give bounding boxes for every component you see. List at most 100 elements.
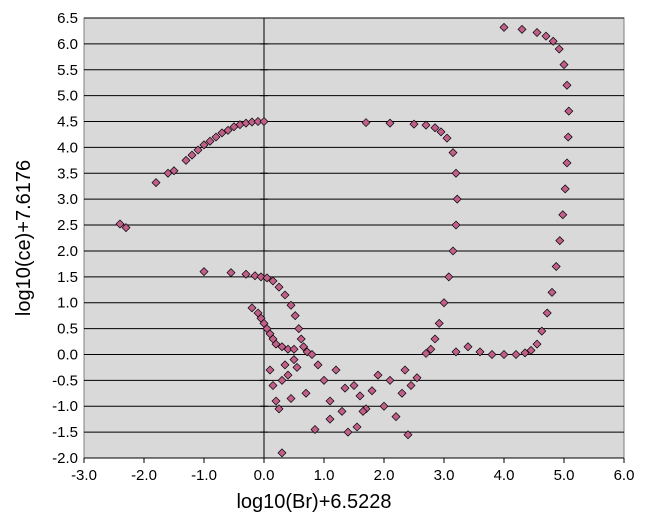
data-point (436, 127, 446, 137)
data-point (412, 373, 422, 383)
y-tick-label: 4.0 (57, 139, 78, 156)
data-point (262, 273, 272, 283)
data-point (205, 136, 215, 146)
y-tick-label: -1.0 (52, 398, 78, 415)
y-axis-title: log10(ce)+7.6176 (13, 160, 35, 316)
y-tick-label: 3.5 (57, 165, 78, 182)
x-tick-label: 6.0 (614, 467, 635, 484)
data-point (426, 344, 436, 354)
data-point (520, 348, 530, 358)
data-point (439, 298, 449, 308)
data-point (511, 349, 521, 359)
data-point (277, 375, 287, 385)
data-point (475, 347, 485, 357)
data-point (280, 290, 290, 300)
data-point (532, 339, 542, 349)
data-point (253, 117, 263, 127)
x-tick-label: 3.0 (434, 467, 455, 484)
y-tick-label: 2.0 (57, 243, 78, 260)
data-point (337, 406, 347, 416)
data-point (319, 375, 329, 385)
data-point (250, 271, 260, 281)
y-tick-label: 6.5 (57, 10, 78, 27)
data-point (289, 355, 299, 365)
data-point (409, 119, 419, 129)
data-point (379, 401, 389, 411)
data-point (548, 36, 558, 46)
data-point (541, 31, 551, 41)
y-tick-labels: -2.0 -1.5 -1.0 -0.5 0.0 0.5 1.0 1.5 2.0 2.5 3.0 3.5… (52, 10, 78, 467)
data-point (181, 155, 191, 165)
data-point (358, 406, 368, 416)
y-tick-label: 2.5 (57, 217, 78, 234)
data-point (430, 334, 440, 344)
data-point (421, 348, 431, 358)
data-point (403, 430, 413, 440)
x-tick-label: 4.0 (494, 467, 515, 484)
data-point (444, 272, 454, 282)
data-point (367, 386, 377, 396)
data-point (283, 344, 293, 354)
data-point (517, 24, 527, 34)
data-point (199, 140, 209, 150)
data-point (286, 393, 296, 403)
data-point (259, 117, 269, 127)
data-point (487, 349, 497, 359)
data-point (301, 388, 311, 398)
data-points (115, 22, 574, 458)
data-point (355, 391, 365, 401)
y-tick-label: 3.0 (57, 191, 78, 208)
data-point (283, 370, 293, 380)
y-tick-label: 4.5 (57, 114, 78, 131)
data-point (299, 342, 309, 352)
data-point (532, 27, 542, 37)
data-point (562, 80, 572, 90)
data-point (310, 425, 320, 435)
data-point (265, 365, 275, 375)
data-point (406, 381, 416, 391)
data-point (193, 145, 203, 155)
data-point (223, 125, 233, 135)
data-point (385, 375, 395, 385)
data-point (400, 365, 410, 375)
y-tick-label: -1.5 (52, 424, 78, 441)
x-tick-label: -2.0 (131, 467, 157, 484)
data-point (313, 360, 323, 370)
data-point (268, 381, 278, 391)
data-point (151, 178, 161, 188)
x-tick-label: 5.0 (554, 467, 575, 484)
data-point (325, 396, 335, 406)
plot-area (83, 17, 625, 459)
data-point (452, 194, 462, 204)
data-point (187, 150, 197, 160)
data-point (286, 300, 296, 310)
data-point (289, 344, 299, 354)
data-point (555, 236, 565, 246)
x-tick-label: -1.0 (191, 467, 217, 484)
data-point (563, 132, 573, 142)
data-point (115, 219, 125, 229)
data-point (247, 303, 257, 313)
data-point (430, 123, 440, 133)
data-point (331, 365, 341, 375)
data-point (277, 448, 287, 458)
data-point (163, 168, 173, 178)
data-point (294, 324, 304, 334)
data-point (241, 269, 251, 279)
y-tick-label: -2.0 (52, 450, 78, 467)
x-axis-title: log10(Br)+6.5228 (236, 491, 391, 513)
data-point (307, 349, 317, 359)
x-tick-label: 0.0 (254, 467, 275, 484)
data-point (397, 388, 407, 398)
data-point (271, 396, 281, 406)
y-tick-label: 0.5 (57, 321, 78, 338)
data-point (542, 308, 552, 318)
data-point (451, 220, 461, 230)
data-point (547, 287, 557, 297)
data-point (340, 383, 350, 393)
data-point (271, 339, 281, 349)
data-point (554, 44, 564, 54)
data-point (448, 148, 458, 158)
data-point (256, 272, 266, 282)
